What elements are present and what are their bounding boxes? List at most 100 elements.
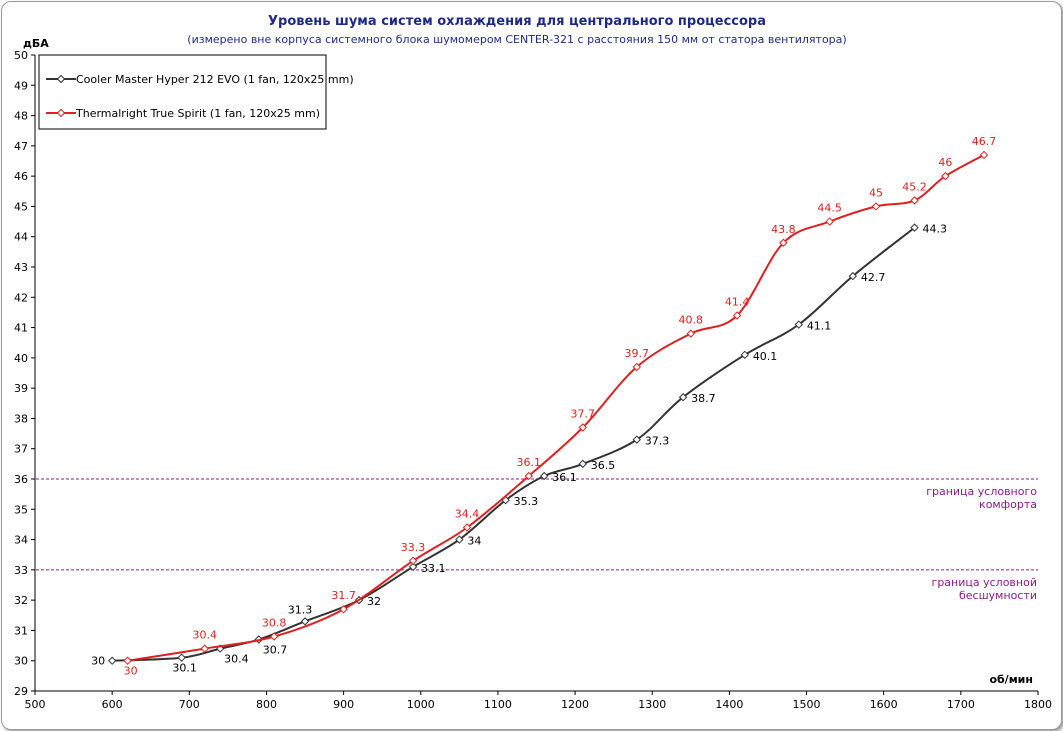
y-tick-label: 50 bbox=[14, 49, 28, 62]
data-label: 34 bbox=[467, 535, 481, 548]
x-tick-label: 1800 bbox=[1024, 698, 1052, 711]
x-tick-label: 1000 bbox=[407, 698, 435, 711]
y-tick-label: 41 bbox=[14, 322, 28, 335]
y-tick-label: 34 bbox=[14, 534, 28, 547]
y-tick-label: 31 bbox=[14, 624, 28, 637]
y-tick-label: 45 bbox=[14, 200, 28, 213]
reference-line-label: бесшумности bbox=[959, 589, 1037, 602]
data-label: 39.7 bbox=[625, 347, 650, 360]
series-1: 30 30.1 30.4 30.7 31.3 32 33.1 34 35.3 36.1 36.5 37… bbox=[91, 223, 947, 675]
legend-swatch-marker bbox=[56, 108, 66, 118]
x-axis-title: об/мин bbox=[989, 673, 1033, 686]
axes: 29 30 31 32 33 34 35 36 37 38 39 40 41 42 43 44 45 46 47 48… bbox=[14, 49, 1052, 711]
x-tick-label: 700 bbox=[179, 698, 200, 711]
data-label: 35.3 bbox=[514, 495, 539, 508]
y-tick-label: 33 bbox=[14, 564, 28, 577]
series-line bbox=[127, 154, 985, 662]
data-label: 30 bbox=[91, 655, 105, 668]
x-tick-label: 1700 bbox=[947, 698, 975, 711]
data-label: 42.7 bbox=[861, 271, 886, 284]
y-tick-label: 49 bbox=[14, 79, 28, 92]
data-point-marker bbox=[979, 150, 989, 160]
data-label: 31.7 bbox=[331, 589, 356, 602]
data-label: 44.3 bbox=[923, 223, 948, 236]
data-label: 30.7 bbox=[263, 644, 288, 657]
data-point-marker bbox=[632, 435, 642, 444]
data-point-marker bbox=[300, 617, 310, 626]
y-tick-label: 32 bbox=[14, 594, 28, 607]
legend-entry-label: Thermalright True Spirit (1 fan, 120x25 … bbox=[75, 107, 320, 120]
data-label: 45 bbox=[869, 186, 883, 199]
x-tick-label: 1600 bbox=[870, 698, 898, 711]
data-label: 46.7 bbox=[972, 135, 997, 148]
legend-entry-label: Cooler Master Hyper 212 EVO (1 fan, 120x… bbox=[76, 73, 354, 86]
data-point-marker bbox=[177, 653, 186, 662]
data-point-marker bbox=[678, 393, 688, 402]
data-label: 37.7 bbox=[571, 408, 596, 421]
data-label: 33.3 bbox=[401, 541, 426, 554]
data-point-marker bbox=[910, 196, 919, 205]
data-point-marker bbox=[578, 459, 587, 469]
data-label: 30.1 bbox=[172, 662, 197, 675]
data-point-marker bbox=[408, 556, 418, 565]
data-label: 34.4 bbox=[455, 507, 480, 520]
data-label: 30 bbox=[124, 665, 138, 678]
y-tick-label: 40 bbox=[14, 352, 28, 365]
data-point-marker bbox=[200, 644, 209, 653]
y-tick-label: 35 bbox=[14, 503, 28, 516]
series-line bbox=[112, 226, 916, 662]
y-tick-label: 39 bbox=[14, 382, 28, 395]
data-point-marker bbox=[408, 562, 418, 572]
data-label: 46 bbox=[938, 156, 952, 169]
x-tick-label: 800 bbox=[256, 698, 277, 711]
data-point-marker bbox=[740, 350, 750, 360]
data-label: 30.4 bbox=[192, 629, 217, 642]
series-2: 30 30.4 30.8 31.7 33.3 34.4 36.1 37.7 39.7 40.8 41… bbox=[123, 135, 997, 678]
data-label: 36.1 bbox=[517, 456, 542, 469]
series-layer: 30 30.1 30.4 30.7 31.3 32 33.1 34 35.3 36.1 36.5 37… bbox=[91, 135, 996, 678]
x-tick-label: 600 bbox=[102, 698, 123, 711]
y-tick-label: 44 bbox=[14, 231, 28, 244]
x-tick-label: 900 bbox=[333, 698, 354, 711]
data-label: 36.1 bbox=[552, 471, 577, 484]
x-tick-label: 1500 bbox=[793, 698, 821, 711]
x-tick-label: 1300 bbox=[638, 698, 666, 711]
reference-line-label: комфорта bbox=[979, 498, 1037, 511]
y-tick-label: 43 bbox=[14, 261, 28, 274]
data-label: 40.1 bbox=[753, 350, 778, 363]
data-label: 32 bbox=[367, 595, 381, 608]
data-label: 38.7 bbox=[691, 392, 716, 405]
data-point-marker bbox=[779, 238, 788, 247]
y-tick-label: 46 bbox=[14, 170, 28, 183]
data-point-marker bbox=[910, 223, 919, 232]
x-tick-label: 1100 bbox=[484, 698, 512, 711]
data-label: 43.8 bbox=[771, 223, 796, 236]
data-label: 45.2 bbox=[902, 180, 927, 193]
data-point-marker bbox=[107, 656, 117, 665]
data-point-marker bbox=[578, 423, 587, 432]
y-tick-label: 36 bbox=[14, 473, 28, 486]
data-point-marker bbox=[123, 656, 132, 665]
y-tick-label: 29 bbox=[14, 685, 28, 698]
data-label: 30.4 bbox=[224, 653, 249, 666]
data-label: 41.4 bbox=[725, 295, 750, 308]
reference-line-label: граница условной bbox=[932, 576, 1037, 589]
y-tick-label: 48 bbox=[14, 110, 28, 123]
chart-subtitle: (измерено вне корпуса системного блока ш… bbox=[187, 33, 846, 46]
y-tick-label: 37 bbox=[14, 443, 28, 456]
data-label: 33.1 bbox=[421, 562, 446, 575]
data-point-marker bbox=[686, 329, 696, 338]
data-point-marker bbox=[462, 523, 472, 532]
data-point-marker bbox=[540, 471, 549, 481]
data-label: 36.5 bbox=[591, 459, 616, 472]
data-point-marker bbox=[455, 535, 464, 544]
data-label: 44.5 bbox=[817, 202, 842, 215]
x-tick-label: 1200 bbox=[561, 698, 589, 711]
x-tick-label: 500 bbox=[25, 698, 46, 711]
data-label: 41.1 bbox=[807, 320, 832, 333]
data-label: 40.8 bbox=[679, 314, 704, 327]
legend: Cooler Master Hyper 212 EVO (1 fan, 120x… bbox=[38, 54, 354, 130]
y-tick-label: 47 bbox=[14, 140, 28, 153]
